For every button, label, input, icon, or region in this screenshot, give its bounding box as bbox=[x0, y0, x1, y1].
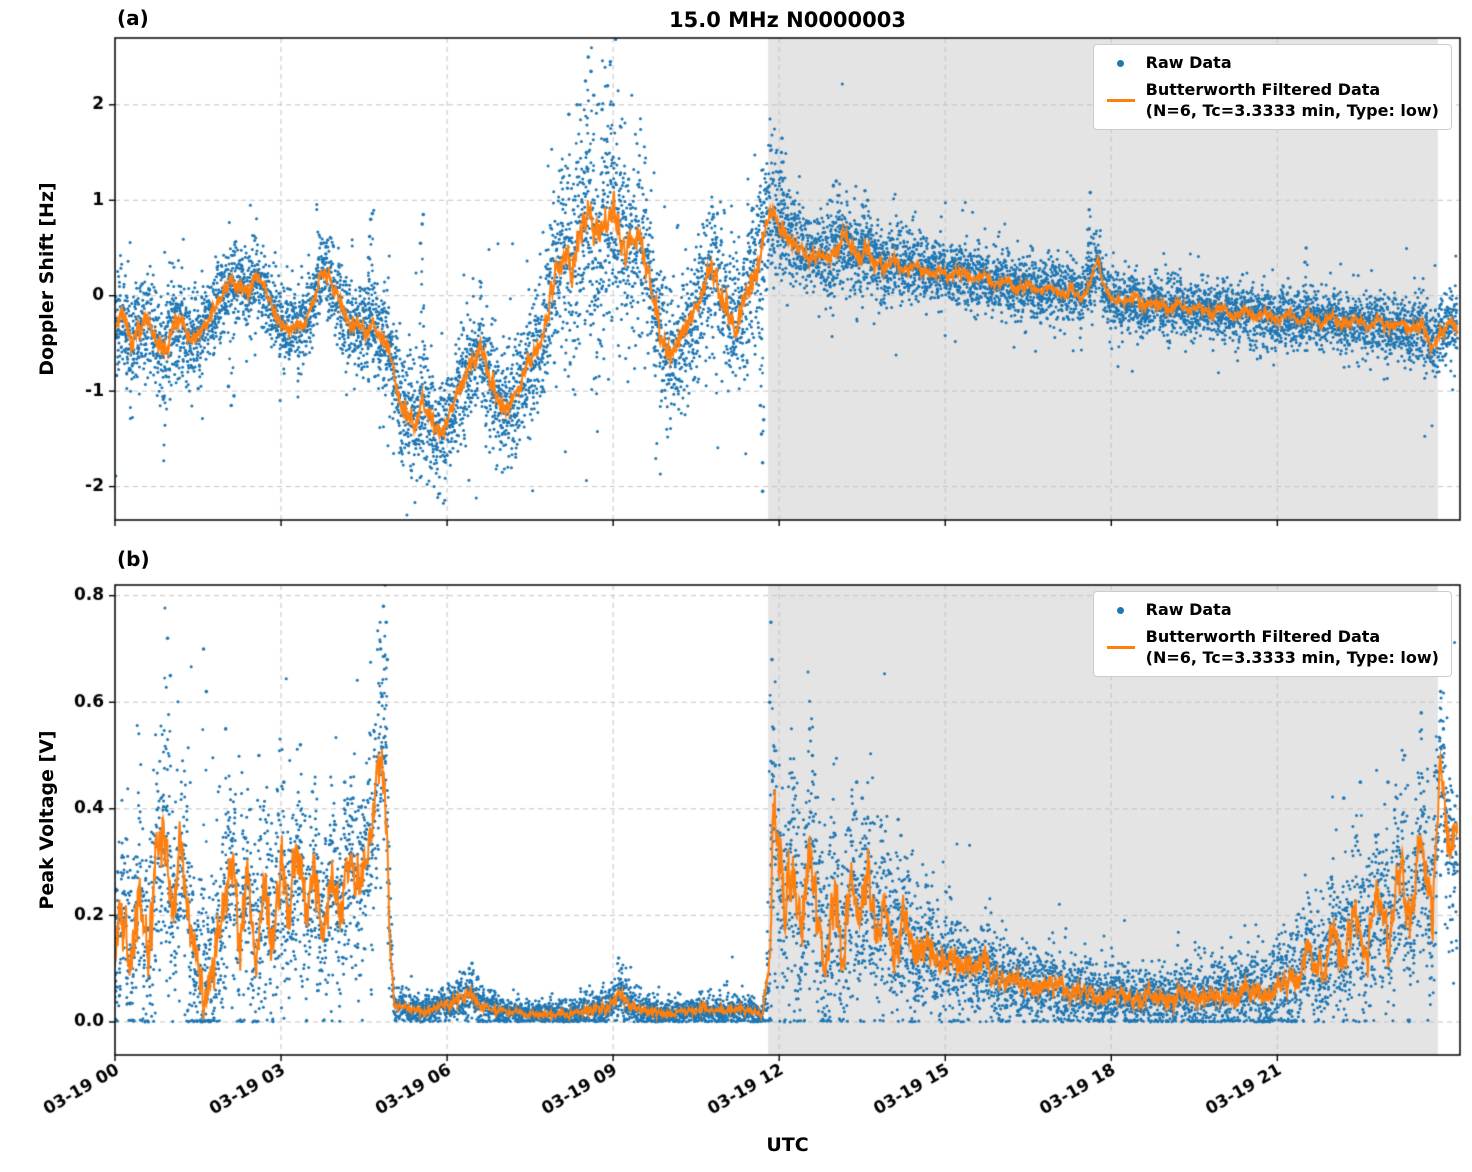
panel-b-tag: (b) bbox=[117, 547, 150, 571]
legend-panel-a: Raw Data Butterworth Filtered Data (N=6,… bbox=[1092, 44, 1452, 131]
legend-entry-filtered: Butterworth Filtered Data (N=6, Tc=3.333… bbox=[1104, 80, 1439, 122]
legend-filtered-label-line2: (N=6, Tc=3.3333 min, Type: low) bbox=[1145, 647, 1439, 667]
raw-data-marker-icon bbox=[1104, 606, 1138, 614]
legend-raw-label: Raw Data bbox=[1145, 600, 1232, 619]
raw-data-marker-icon bbox=[1104, 59, 1138, 67]
figure-title: 15.0 MHz N0000003 bbox=[669, 8, 906, 32]
legend-entry-raw: Raw Data bbox=[1104, 53, 1439, 74]
panel-a-tag: (a) bbox=[117, 6, 149, 30]
legend-filtered-label-line2: (N=6, Tc=3.3333 min, Type: low) bbox=[1145, 100, 1439, 120]
x-axis-label: UTC bbox=[766, 1134, 809, 1156]
legend-entry-filtered: Butterworth Filtered Data (N=6, Tc=3.333… bbox=[1104, 627, 1439, 669]
legend-panel-b: Raw Data Butterworth Filtered Data (N=6,… bbox=[1092, 591, 1452, 678]
y-axis-label-voltage: Peak Voltage [V] bbox=[36, 730, 58, 910]
filtered-line-icon bbox=[1104, 99, 1138, 103]
filtered-line-icon bbox=[1104, 646, 1138, 650]
legend-filtered-label: Butterworth Filtered Data (N=6, Tc=3.333… bbox=[1146, 80, 1439, 122]
y-axis-label-doppler: Doppler Shift [Hz] bbox=[36, 182, 58, 376]
legend-raw-label: Raw Data bbox=[1145, 53, 1232, 72]
legend-entry-raw: Raw Data bbox=[1104, 600, 1439, 621]
legend-filtered-label-line1: Butterworth Filtered Data bbox=[1145, 626, 1381, 646]
legend-filtered-label-line1: Butterworth Filtered Data bbox=[1145, 79, 1381, 99]
legend-filtered-label: Butterworth Filtered Data (N=6, Tc=3.333… bbox=[1146, 627, 1439, 669]
